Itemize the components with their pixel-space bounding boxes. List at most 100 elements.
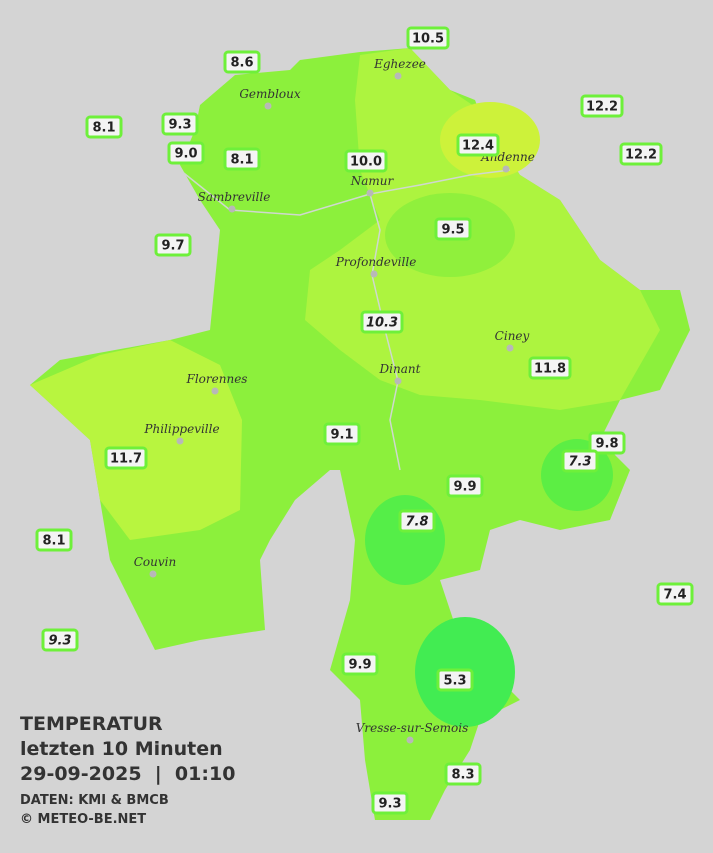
station-value: 8.1 — [42, 534, 65, 549]
city-dot — [149, 570, 157, 578]
station-box — [371, 791, 409, 815]
station: 8.1 — [35, 528, 73, 552]
station: 7.8 — [398, 509, 436, 533]
stations: 10.5 8.6 8.1 9.3 12.2 9.0 8.1 10.0 12.4 12.2 9.5 9.… — [35, 26, 694, 815]
station-value: 11.7 — [110, 452, 142, 467]
station-value: 9.3 — [378, 797, 401, 812]
city-dot — [264, 102, 272, 110]
station-value: 5.3 — [443, 674, 466, 689]
city-name: Eghezee — [373, 57, 426, 71]
station: 10.0 — [344, 149, 388, 173]
city-dot — [370, 270, 378, 278]
station-box — [41, 628, 79, 652]
station: 9.0 — [167, 141, 205, 165]
station-box — [161, 112, 199, 136]
station-value: 11.8 — [534, 362, 566, 377]
station-box — [154, 233, 192, 257]
station-box — [344, 149, 388, 173]
city-name: Vresse-sur-Semois — [356, 721, 469, 735]
station-box — [588, 431, 626, 455]
station: 9.3 — [41, 628, 79, 652]
city-name: Dinant — [379, 362, 421, 376]
station-value: 9.0 — [174, 147, 197, 162]
station: 8.3 — [444, 762, 482, 786]
subtitle: letzten 10 Minuten — [20, 738, 223, 760]
city-name: Namur — [350, 174, 395, 188]
station-value: 12.2 — [625, 148, 657, 163]
station: 10.5 — [406, 26, 450, 50]
city-name: Florennes — [186, 372, 248, 386]
city-dot — [228, 205, 236, 213]
station-box — [223, 147, 261, 171]
station-value: 10.0 — [350, 155, 382, 170]
station: 10.3 — [360, 310, 404, 334]
station-value: 10.5 — [412, 32, 444, 47]
station: 11.7 — [104, 446, 148, 470]
city-dot — [506, 344, 514, 352]
station-box — [406, 26, 450, 50]
station-value: 9.9 — [348, 658, 371, 673]
station-value: 8.3 — [451, 768, 474, 783]
station-box — [444, 762, 482, 786]
station-box — [341, 652, 379, 676]
station: 9.9 — [446, 474, 484, 498]
station-value: 8.6 — [230, 56, 253, 71]
station: 7.4 — [656, 582, 694, 606]
station-box — [619, 142, 663, 166]
station-value: 12.4 — [462, 139, 494, 154]
station-box — [223, 50, 261, 74]
station-box — [656, 582, 694, 606]
station-box — [398, 509, 436, 533]
station-value: 9.1 — [330, 428, 353, 443]
station-value: 12.2 — [586, 100, 618, 115]
station: 9.3 — [161, 112, 199, 136]
station: 12.2 — [619, 142, 663, 166]
station-value: 8.1 — [92, 121, 115, 136]
station-value: 7.3 — [568, 455, 591, 470]
station: 12.2 — [580, 94, 624, 118]
station-box — [35, 528, 73, 552]
city-name: Profondeville — [335, 255, 417, 269]
station-value: 10.3 — [366, 316, 398, 331]
station: 9.3 — [371, 791, 409, 815]
station-value: 7.4 — [663, 588, 686, 603]
city-dot — [406, 736, 414, 744]
cities: EghezeeGemblouxAndenneNamurSambrevillePr… — [134, 57, 535, 744]
station-box — [528, 356, 572, 380]
station-box — [561, 449, 599, 473]
city-dot — [211, 387, 219, 395]
station: 9.5 — [434, 217, 472, 241]
station: 9.7 — [154, 233, 192, 257]
station-box — [167, 141, 205, 165]
city-dot — [394, 72, 402, 80]
station-box — [323, 422, 361, 446]
station-box — [446, 474, 484, 498]
station: 5.3 — [436, 668, 474, 692]
station-value: 9.3 — [48, 634, 71, 649]
city-name: Ciney — [495, 329, 530, 343]
station-box — [104, 446, 148, 470]
station-box — [85, 115, 123, 139]
datetime: 29-09-2025 | 01:10 — [20, 763, 235, 785]
station-value: 8.1 — [230, 153, 253, 168]
station: 9.8 — [588, 431, 626, 455]
station-value: 9.9 — [453, 480, 476, 495]
station: 8.1 — [223, 147, 261, 171]
station: 9.1 — [323, 422, 361, 446]
station: 8.6 — [223, 50, 261, 74]
city-name: Gembloux — [239, 87, 301, 101]
copyright: © METEO-BE.NET — [20, 812, 146, 827]
title: TEMPERATUR — [20, 713, 163, 735]
city-name: Couvin — [134, 555, 176, 569]
station-value: 9.7 — [161, 239, 184, 254]
station-value: 9.8 — [595, 437, 618, 452]
station: 11.8 — [528, 356, 572, 380]
station-value: 9.3 — [168, 118, 191, 133]
station-box — [456, 133, 500, 157]
city-name: Philippeville — [143, 422, 219, 436]
city-dot — [366, 189, 374, 197]
station-box — [580, 94, 624, 118]
station-value: 7.8 — [405, 515, 428, 530]
station: 9.9 — [341, 652, 379, 676]
